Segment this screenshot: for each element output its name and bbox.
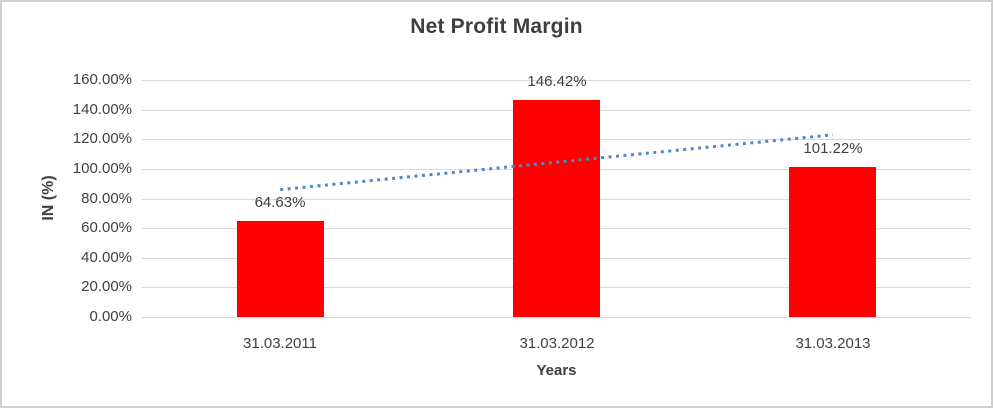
bar xyxy=(237,221,324,317)
bar-value-label: 64.63% xyxy=(254,194,306,211)
trendline xyxy=(280,133,833,192)
x-tick-label: 31.03.2012 xyxy=(519,335,595,352)
gridline xyxy=(142,80,971,81)
y-tick-label: 0.00% xyxy=(89,308,132,325)
y-tick-label: 20.00% xyxy=(81,278,132,295)
y-tick-label: 80.00% xyxy=(81,190,132,207)
x-tick-label: 31.03.2011 xyxy=(243,335,317,352)
plot-area xyxy=(142,80,971,318)
y-tick-label: 160.00% xyxy=(72,71,132,88)
x-tick-label: 31.03.2013 xyxy=(795,335,871,352)
gridline xyxy=(142,317,971,318)
x-axis-title: Years xyxy=(536,362,577,379)
y-tick-label: 100.00% xyxy=(72,160,132,177)
bar xyxy=(789,167,876,317)
bar xyxy=(513,100,600,317)
y-tick-label: 120.00% xyxy=(72,130,132,147)
chart-title: Net Profit Margin xyxy=(410,15,583,38)
bar-value-label: 101.22% xyxy=(803,140,863,157)
y-tick-label: 40.00% xyxy=(81,249,132,266)
bar-value-label: 146.42% xyxy=(527,73,587,90)
y-tick-label: 140.00% xyxy=(72,101,132,118)
y-tick-label: 60.00% xyxy=(81,219,132,236)
